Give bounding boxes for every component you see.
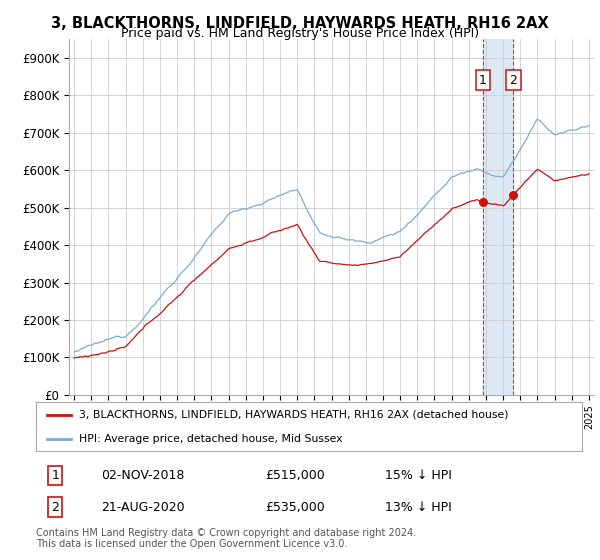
Text: HPI: Average price, detached house, Mid Sussex: HPI: Average price, detached house, Mid … [79, 434, 342, 444]
Text: 3, BLACKTHORNS, LINDFIELD, HAYWARDS HEATH, RH16 2AX (detached house): 3, BLACKTHORNS, LINDFIELD, HAYWARDS HEAT… [79, 410, 508, 420]
Text: £515,000: £515,000 [265, 469, 325, 482]
Text: Contains HM Land Registry data © Crown copyright and database right 2024.
This d: Contains HM Land Registry data © Crown c… [36, 528, 416, 549]
Text: 2: 2 [509, 74, 517, 87]
Text: Price paid vs. HM Land Registry's House Price Index (HPI): Price paid vs. HM Land Registry's House … [121, 27, 479, 40]
Text: 2: 2 [51, 501, 59, 514]
Bar [483, 39, 513, 395]
Text: 13% ↓ HPI: 13% ↓ HPI [385, 501, 452, 514]
Text: 1: 1 [479, 74, 487, 87]
Text: 15% ↓ HPI: 15% ↓ HPI [385, 469, 452, 482]
Text: 02-NOV-2018: 02-NOV-2018 [101, 469, 185, 482]
Text: 21-AUG-2020: 21-AUG-2020 [101, 501, 185, 514]
Text: 1: 1 [51, 469, 59, 482]
Text: 3, BLACKTHORNS, LINDFIELD, HAYWARDS HEATH, RH16 2AX: 3, BLACKTHORNS, LINDFIELD, HAYWARDS HEAT… [51, 16, 549, 31]
Text: £535,000: £535,000 [265, 501, 325, 514]
